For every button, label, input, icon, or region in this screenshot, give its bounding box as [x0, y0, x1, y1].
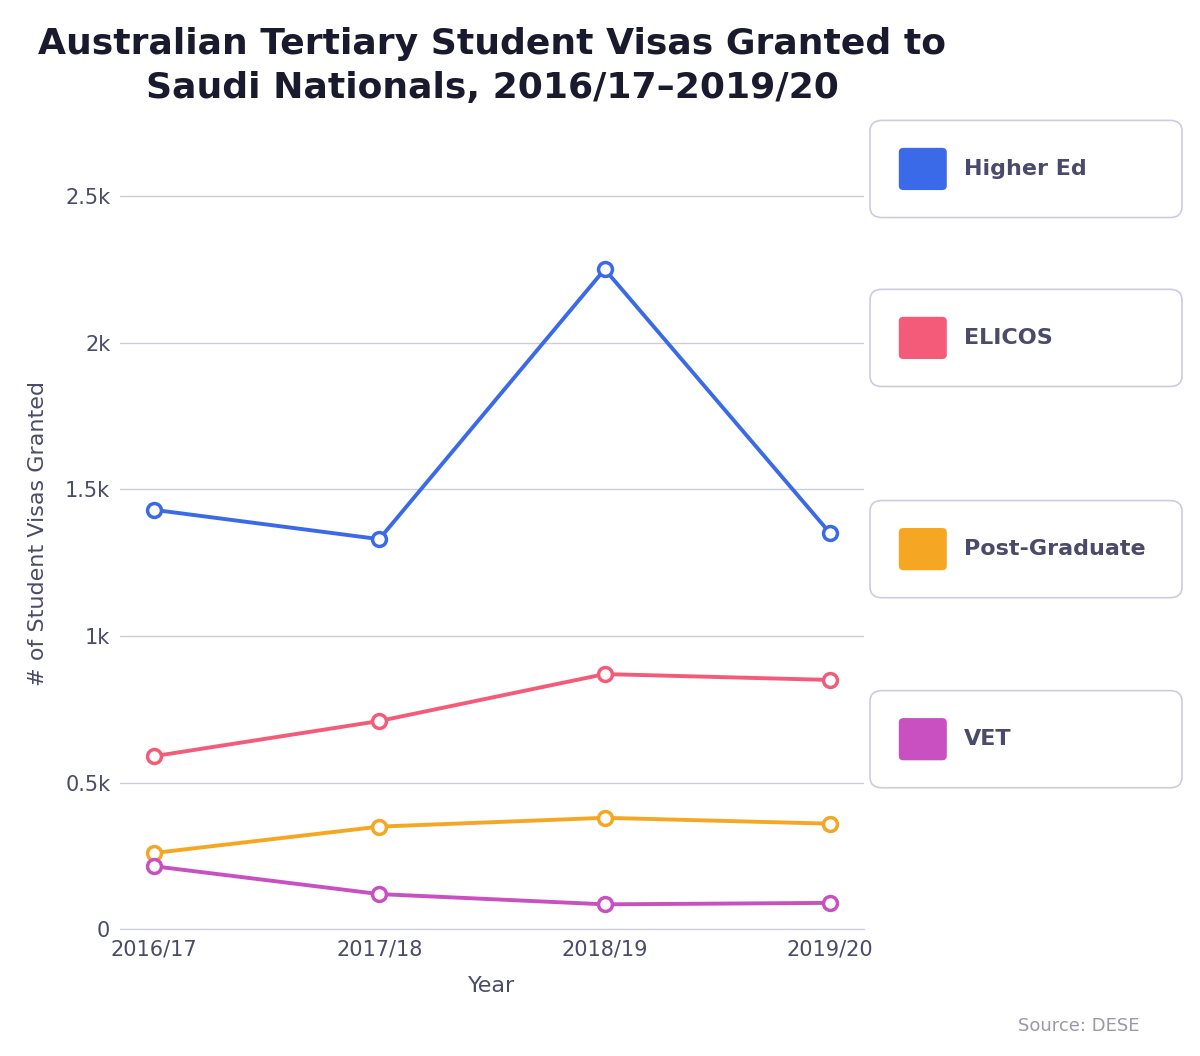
X-axis label: Year: Year [468, 976, 516, 996]
Y-axis label: # of Student Visas Granted: # of Student Visas Granted [29, 381, 48, 685]
Text: VET: VET [964, 730, 1012, 749]
Text: Post-Graduate: Post-Graduate [964, 540, 1145, 559]
Title: Australian Tertiary Student Visas Granted to
Saudi Nationals, 2016/17–2019/20: Australian Tertiary Student Visas Grante… [38, 26, 946, 106]
Text: ELICOS: ELICOS [964, 328, 1052, 347]
Text: Higher Ed: Higher Ed [964, 159, 1086, 178]
Text: Source: DESE: Source: DESE [1019, 1017, 1140, 1035]
